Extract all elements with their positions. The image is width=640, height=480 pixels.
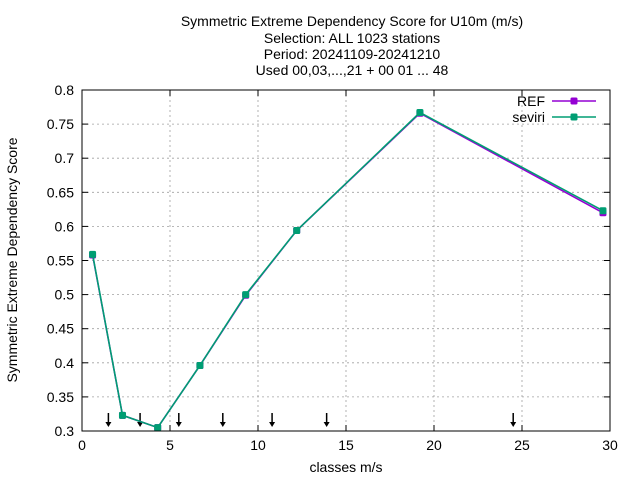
legend-item-ref: REF	[517, 93, 596, 109]
x-tick-label: 0	[78, 437, 86, 453]
data-point	[293, 226, 301, 234]
class-marker-head	[323, 422, 330, 427]
class-marker-head	[137, 422, 144, 427]
class-marker-head	[219, 422, 226, 427]
legend-swatch-marker	[570, 113, 578, 121]
data-point	[196, 362, 204, 370]
y-tick-label: 0.3	[55, 423, 75, 439]
x-tick-label: 5	[166, 437, 174, 453]
legend-label: seviri	[512, 109, 545, 125]
y-tick-label: 0.4	[55, 355, 75, 371]
data-point	[154, 424, 162, 432]
series-group	[89, 109, 607, 432]
x-tick-label: 20	[426, 437, 442, 453]
y-tick-label: 0.8	[55, 82, 75, 98]
x-tick-label: 10	[250, 437, 266, 453]
class-marker-arrow	[219, 413, 226, 427]
y-tick-label: 0.7	[55, 150, 75, 166]
title-line-1: Symmetric Extreme Dependency Score for U…	[181, 13, 523, 29]
title-line-2: Selection: ALL 1023 stations	[264, 30, 440, 46]
data-point	[416, 109, 424, 117]
series-line	[91, 112, 604, 429]
series-line	[91, 111, 604, 429]
x-axis-label: classes m/s	[309, 459, 382, 475]
data-point	[599, 207, 607, 215]
class-marker-arrow	[323, 413, 330, 427]
chart-title: Symmetric Extreme Dependency Score for U…	[181, 13, 523, 78]
y-tick-label: 0.5	[55, 287, 75, 303]
y-tick-label: 0.75	[47, 116, 74, 132]
y-tick-label: 0.55	[47, 253, 74, 269]
class-marker-head	[105, 422, 112, 427]
class-marker-arrow	[175, 413, 182, 427]
data-point	[242, 291, 250, 299]
data-point	[89, 250, 97, 258]
grid	[82, 90, 610, 431]
x-tick-label: 30	[602, 437, 618, 453]
title-line-3: Period: 20241109-20241210	[264, 46, 441, 62]
plot-frame	[81, 89, 611, 432]
y-tick-label: 0.6	[55, 218, 75, 234]
class-marker-arrow	[510, 413, 517, 427]
y-tick-label: 0.35	[47, 389, 74, 405]
class-marker-arrow	[105, 413, 112, 427]
y-axis-label: Symmetric Extreme Dependency Score	[4, 137, 20, 382]
title-line-4: Used 00,03,...,21 + 00 01 ... 48	[256, 62, 449, 78]
x-tick-label: 15	[338, 437, 354, 453]
x-tick-label: 25	[514, 437, 530, 453]
legend-item-seviri: seviri	[512, 109, 596, 125]
data-point	[118, 411, 126, 419]
class-marker-head	[269, 422, 276, 427]
y-tick-label: 0.65	[47, 184, 74, 200]
class-marker-head	[175, 422, 182, 427]
class-marker-head	[510, 422, 517, 427]
legend-label: REF	[517, 93, 545, 109]
y-tick-label: 0.45	[47, 321, 74, 337]
class-marker-arrow	[269, 413, 276, 427]
series-seviri	[89, 109, 607, 432]
axis-ticks: 0.3 0.35 0.4 0.45 0.5 0.55 0.6 0.65 0.7 0.75 0.8 0 5…	[47, 82, 618, 453]
legend-swatch-marker	[570, 97, 578, 105]
